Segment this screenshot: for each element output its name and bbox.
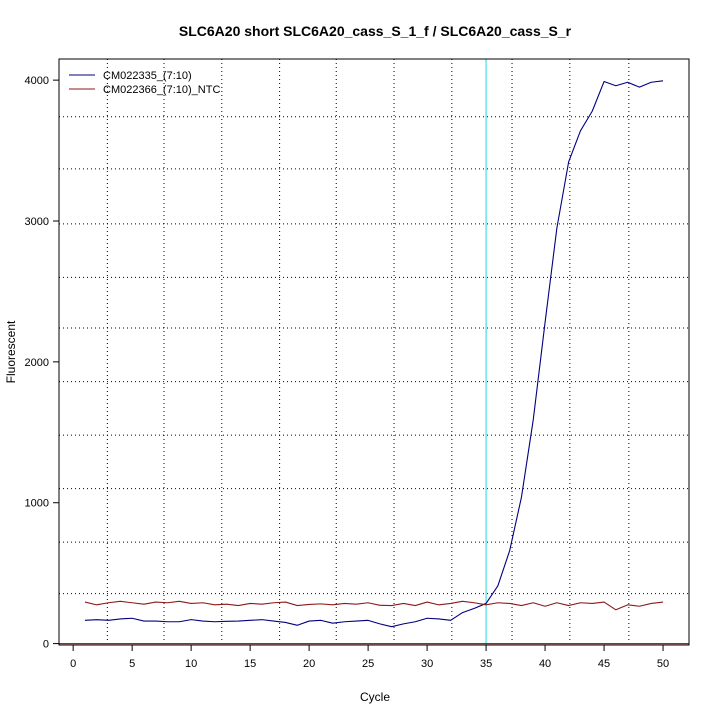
x-tick-label-4: 20 xyxy=(303,658,315,670)
x-tick-label-10: 50 xyxy=(657,658,669,670)
grid-layer xyxy=(59,59,689,646)
legend-entry-1: CM022366_(7:10)_NTC xyxy=(103,84,220,96)
x-tick-label-5: 25 xyxy=(362,658,374,670)
x-tick-label-7: 35 xyxy=(480,658,492,670)
reference-layer xyxy=(59,59,689,645)
y-tick-label-0: 0 xyxy=(43,639,49,651)
x-axis-label: Cycle xyxy=(360,690,390,704)
legend-entry-0: CM022335_(7:10) xyxy=(103,70,192,82)
plot-frame xyxy=(58,58,690,646)
x-tick-label-0: 0 xyxy=(70,658,76,670)
y-tick-label-2: 2000 xyxy=(25,357,49,369)
series-line-1 xyxy=(84,600,664,611)
y-tick-label-4: 4000 xyxy=(25,75,49,87)
x-tick-label-1: 5 xyxy=(129,658,135,670)
series-layer xyxy=(84,80,664,628)
y-tick-label-1: 1000 xyxy=(25,498,49,510)
x-tick-label-3: 15 xyxy=(244,658,256,670)
axis-layer: 0 5 10 15 20 25 30 35 40 45 50 0 1000 2000 3000 4000 xyxy=(25,75,670,670)
legend: CM022335_(7:10) CM022366_(7:10)_NTC xyxy=(69,70,220,96)
x-tick-label-9: 45 xyxy=(598,658,610,670)
x-tick-label-2: 10 xyxy=(185,658,197,670)
y-tick-label-3: 3000 xyxy=(25,216,49,228)
series-line-0 xyxy=(84,80,664,628)
y-axis-label: Fluorescent xyxy=(4,320,18,383)
x-tick-label-6: 30 xyxy=(421,658,433,670)
x-tick-label-8: 40 xyxy=(539,658,551,670)
chart-title: SLC6A20 short SLC6A20_cass_S_1_f / SLC6A… xyxy=(179,23,572,39)
